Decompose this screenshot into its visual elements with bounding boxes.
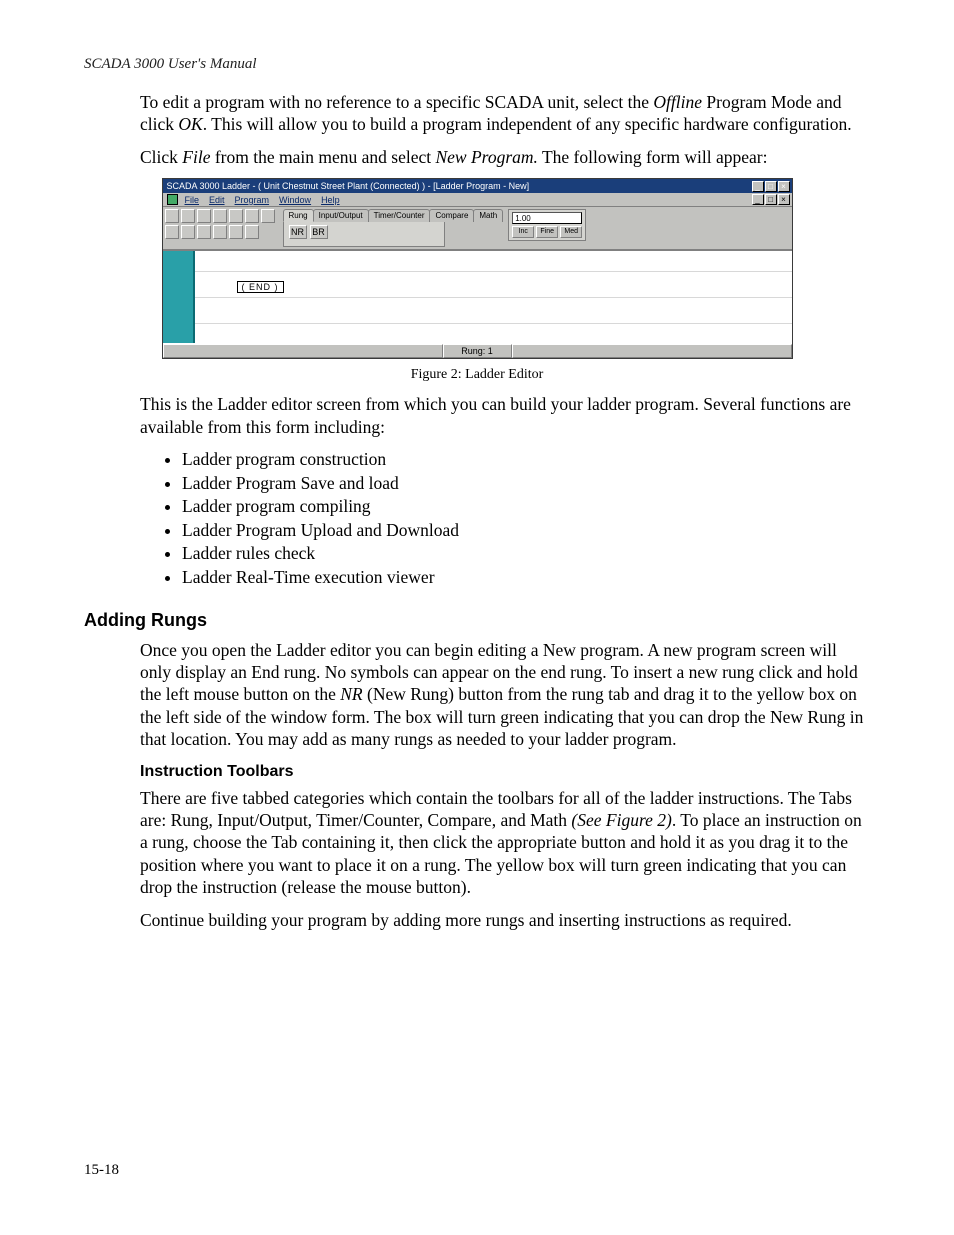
maximize-button[interactable]: □	[765, 181, 777, 192]
text: To edit a program with no reference to a…	[140, 92, 653, 112]
mdi-bar: File Edit Program Window Help _ □ ×	[163, 193, 792, 207]
zoom-box: 1.00 Inc Fine Med	[508, 209, 586, 241]
tab-compare[interactable]: Compare	[429, 209, 474, 222]
list-item: Ladder Program Save and load	[182, 472, 870, 496]
toolbar-button[interactable]	[213, 209, 227, 223]
intro-p1: To edit a program with no reference to a…	[140, 91, 870, 136]
toolbar-button[interactable]	[245, 209, 259, 223]
window-controls: _ □ ×	[752, 181, 790, 192]
toolbar-button[interactable]	[229, 225, 243, 239]
text-italic: (See Figure 2)	[571, 810, 671, 830]
list-item: Ladder program construction	[182, 448, 870, 472]
menu-help[interactable]: Help	[321, 195, 340, 205]
page-number: 15-18	[84, 1162, 119, 1179]
menu-window[interactable]: Window	[279, 195, 311, 205]
list-item: Ladder program compiling	[182, 495, 870, 519]
status-right	[512, 344, 792, 358]
running-head: SCADA 3000 User's Manual	[84, 56, 870, 73]
zoom-fine-button[interactable]: Fine	[536, 226, 558, 238]
toolbar-button[interactable]	[165, 209, 179, 223]
menu-edit[interactable]: Edit	[209, 195, 225, 205]
list-item: Ladder Program Upload and Download	[182, 519, 870, 543]
toolbar-button[interactable]	[197, 225, 211, 239]
toolbars: Rung Input/Output Timer/Counter Compare …	[163, 207, 792, 250]
end-rung: ( END )	[237, 281, 284, 293]
text-italic: OK	[178, 114, 202, 134]
status-rung: Rung: 1	[443, 344, 512, 358]
statusbar: Rung: 1	[163, 343, 792, 358]
text-italic: File	[182, 147, 210, 167]
mdi-close-button[interactable]: ×	[778, 194, 790, 205]
toolbar-button[interactable]	[245, 225, 259, 239]
tab-input-output[interactable]: Input/Output	[313, 209, 369, 222]
after-figure-p1: This is the Ladder editor screen from wh…	[140, 393, 870, 438]
tab-rung[interactable]: Rung	[283, 209, 314, 222]
toolbar-button[interactable]	[197, 209, 211, 223]
text: The following form will appear:	[538, 147, 768, 167]
status-left	[163, 344, 443, 358]
left-rail	[163, 251, 195, 343]
zoom-med-button[interactable]: Med	[560, 226, 582, 238]
toolbar-button[interactable]	[165, 225, 179, 239]
main-toolbar	[165, 209, 277, 239]
mdi-window-controls: _ □ ×	[752, 194, 790, 205]
close-button[interactable]: ×	[778, 181, 790, 192]
toolbar-button[interactable]	[229, 209, 243, 223]
gridline	[195, 271, 792, 272]
mdi-maximize-button[interactable]: □	[765, 194, 777, 205]
tab-panel-rung: NR BR	[283, 221, 445, 247]
text: from the main menu and select	[210, 147, 435, 167]
mdi-minimize-button[interactable]: _	[752, 194, 764, 205]
intro-p2: Click File from the main menu and select…	[140, 146, 870, 168]
text-italic: NR	[340, 684, 362, 704]
ladder-canvas[interactable]: ( END )	[163, 250, 792, 343]
mdi-sysmenu-icon[interactable]	[167, 194, 178, 205]
window-titlebar: SCADA 3000 Ladder - ( Unit Chestnut Stre…	[163, 179, 792, 193]
new-rung-button[interactable]: NR	[289, 225, 307, 239]
text-italic: New Program.	[435, 147, 537, 167]
text: . This will allow you to build a program…	[203, 114, 852, 134]
text: Click	[140, 147, 182, 167]
heading-instruction-toolbars: Instruction Toolbars	[140, 763, 870, 781]
functions-list: Ladder program construction Ladder Progr…	[140, 448, 870, 590]
zoom-value[interactable]: 1.00	[512, 212, 582, 224]
gridline	[195, 323, 792, 324]
instruction-tabset: Rung Input/Output Timer/Counter Compare …	[283, 209, 503, 247]
tabs-row: Rung Input/Output Timer/Counter Compare …	[283, 209, 503, 222]
window-title: SCADA 3000 Ladder - ( Unit Chestnut Stre…	[167, 181, 752, 191]
instruction-toolbars-p1: There are five tabbed categories which c…	[140, 787, 870, 899]
toolbar-button[interactable]	[181, 209, 195, 223]
heading-adding-rungs: Adding Rungs	[84, 610, 870, 631]
figure-2: SCADA 3000 Ladder - ( Unit Chestnut Stre…	[140, 178, 814, 359]
list-item: Ladder rules check	[182, 542, 870, 566]
zoom-inc-button[interactable]: Inc	[512, 226, 534, 238]
branch-rung-button[interactable]: BR	[310, 225, 328, 239]
toolbar-button[interactable]	[261, 209, 275, 223]
toolbar-button[interactable]	[181, 225, 195, 239]
menu-program[interactable]: Program	[235, 195, 270, 205]
minimize-button[interactable]: _	[752, 181, 764, 192]
tab-timer-counter[interactable]: Timer/Counter	[368, 209, 431, 222]
ladder-editor-screenshot: SCADA 3000 Ladder - ( Unit Chestnut Stre…	[162, 178, 793, 359]
list-item: Ladder Real-Time execution viewer	[182, 566, 870, 590]
menu-file[interactable]: File	[185, 195, 200, 205]
adding-rungs-p1: Once you open the Ladder editor you can …	[140, 639, 870, 751]
toolbar-button[interactable]	[213, 225, 227, 239]
gridline	[195, 297, 792, 298]
instruction-toolbars-p2: Continue building your program by adding…	[140, 909, 870, 931]
tab-math[interactable]: Math	[473, 209, 503, 222]
menubar: File Edit Program Window Help	[181, 195, 752, 205]
figure-caption: Figure 2: Ladder Editor	[84, 367, 870, 383]
text-italic: Offline	[653, 92, 702, 112]
